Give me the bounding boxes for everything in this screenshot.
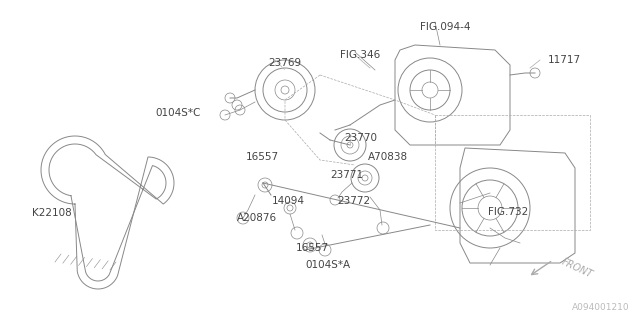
Text: 23772: 23772 [337,196,370,206]
Text: A70838: A70838 [368,152,408,162]
Text: 16557: 16557 [246,152,279,162]
Text: FIG.094-4: FIG.094-4 [420,22,470,32]
Text: 14094: 14094 [272,196,305,206]
Text: 16557: 16557 [296,243,329,253]
Text: 23769: 23769 [268,58,301,68]
Text: A20876: A20876 [237,213,277,223]
Text: FRONT: FRONT [560,257,595,280]
Text: 0104S*A: 0104S*A [305,260,350,270]
Text: FIG.346: FIG.346 [340,50,380,60]
Text: K22108: K22108 [32,208,72,218]
Text: 23771: 23771 [330,170,363,180]
Text: 11717: 11717 [548,55,581,65]
Text: A094001210: A094001210 [572,303,630,312]
Text: 0104S*C: 0104S*C [155,108,200,118]
Text: 23770: 23770 [344,133,377,143]
Text: FIG.732: FIG.732 [488,207,528,217]
